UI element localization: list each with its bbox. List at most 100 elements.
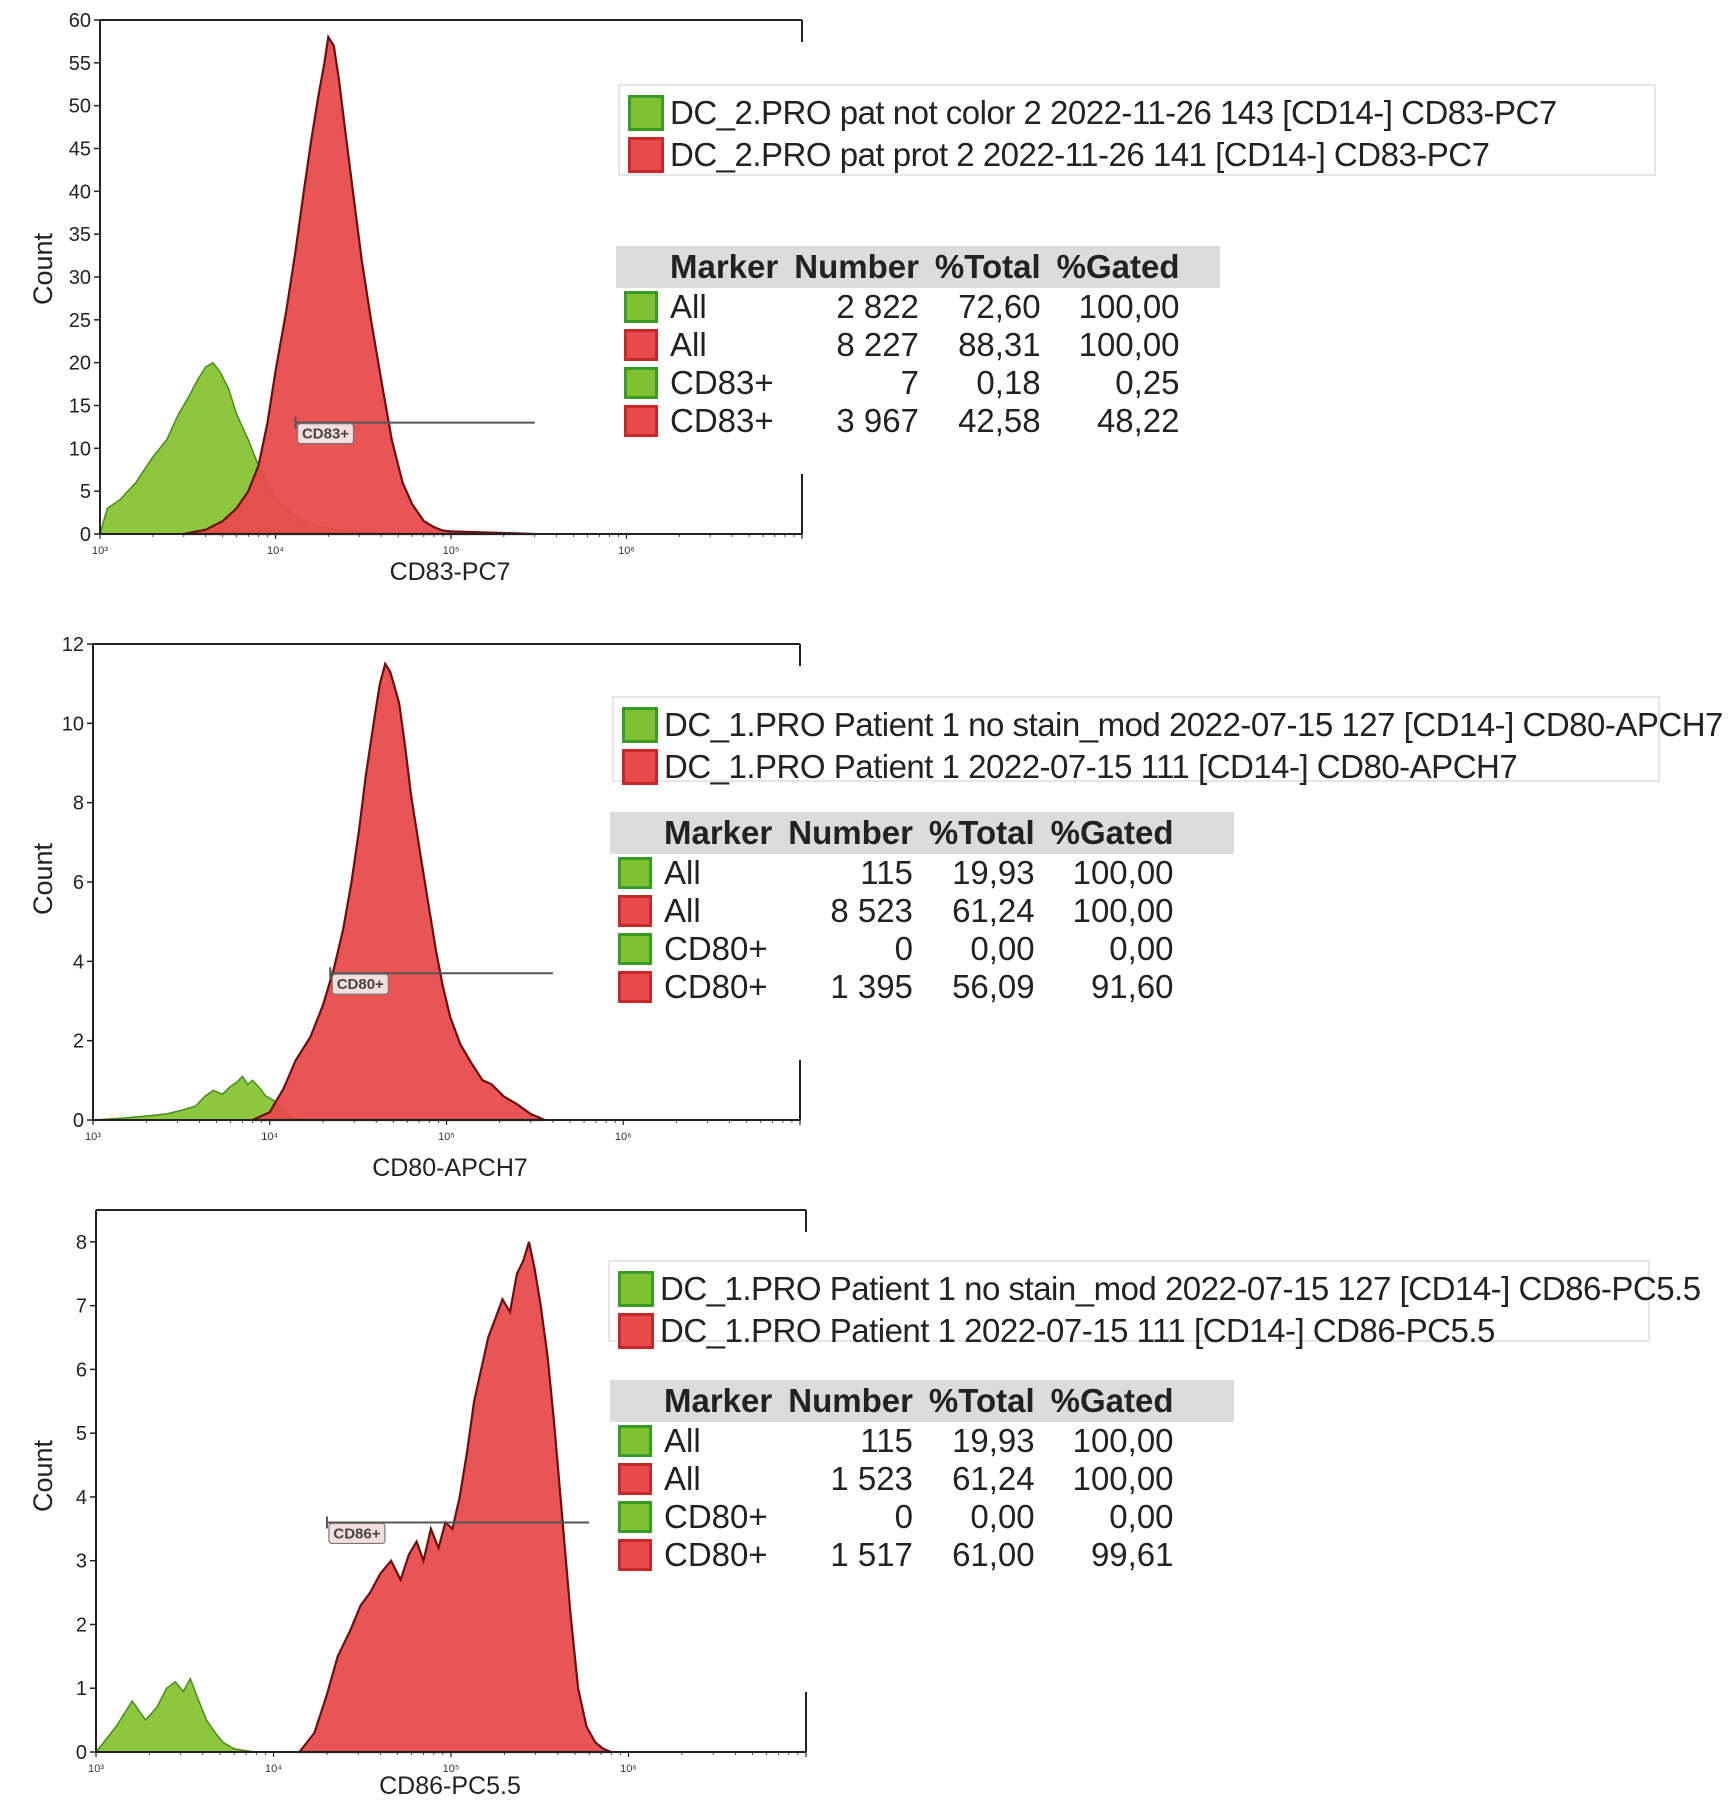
total-cell: 61,24 (952, 892, 1035, 929)
table-row: All 115 19,93 100,00 (610, 1422, 1234, 1460)
number-cell: 1 395 (830, 968, 913, 1005)
y-tick-label: 60 (69, 10, 91, 32)
y-tick-label: 55 (69, 53, 91, 75)
x-tick-label: 10³ (85, 1131, 101, 1143)
green-swatch-icon (624, 367, 658, 399)
marker-cell: All (670, 288, 707, 325)
y-tick-label: 1 (76, 1678, 87, 1700)
gated-cell: 91,60 (1090, 968, 1174, 1005)
gate-label-box (296, 423, 355, 445)
x-tick-label: 10⁶ (615, 1131, 632, 1143)
y-tick-label: 8 (73, 793, 84, 815)
legend-entry: DC_1.PRO Patient 1 no stain_mod 2022-07-… (618, 1268, 1701, 1310)
table-row: CD83+ 3 967 42,58 48,22 (616, 402, 1220, 440)
red-series-area (183, 34, 535, 536)
table-row: All 2 822 72,60 100,00 (616, 288, 1220, 326)
table-row: All 8 227 88,31 100,00 (616, 326, 1220, 364)
marker-cell: CD80+ (664, 1498, 768, 1535)
total-cell: 19,93 (952, 1422, 1035, 1459)
total-cell: 56,09 (952, 968, 1035, 1005)
total-cell: 72,60 (958, 288, 1041, 325)
number-cell: 115 (860, 854, 913, 891)
table-row: CD80+ 1 517 61,00 99,61 (610, 1536, 1234, 1574)
red-swatch-icon (618, 895, 652, 927)
header-gated: %Gated (1042, 812, 1234, 854)
statistics-table: Marker Number %Total %Gated All 2 822 72,6… (616, 246, 1220, 440)
red-swatch-icon (618, 1463, 652, 1495)
number-cell: 1 517 (830, 1536, 913, 1573)
total-cell: 0,18 (976, 364, 1041, 401)
y-tick-label: 6 (76, 1359, 87, 1381)
gate-label-box (328, 1522, 386, 1545)
y-tick-label: 8 (76, 1232, 87, 1254)
y-tick-label: 0 (73, 1110, 84, 1132)
header-marker: Marker (616, 246, 787, 288)
histogram-plot-cd83: 0 5 10 15 20 25 30 35 40 45 50 55 60 10³ 10⁴ 10⁵ 10⁶ CD83… (69, 10, 803, 557)
table-row: All 8 523 61,24 100,00 (610, 892, 1234, 930)
x-axis-label: CD86-PC5.5 (379, 1772, 521, 1800)
x-tick-label: 10⁴ (267, 545, 284, 557)
header-number: Number (780, 1380, 921, 1422)
y-tick-label: 7 (76, 1296, 87, 1318)
legend-entry: DC_2.PRO pat not color 2 2022-11-26 143 … (628, 92, 1646, 134)
table-row: CD80+ 1 395 56,09 91,60 (610, 968, 1234, 1006)
legend-text: DC_1.PRO Patient 1 no stain_mod 2022-07-… (660, 1270, 1701, 1307)
y-tick-label: 35 (69, 224, 91, 246)
total-cell: 0,00 (970, 930, 1035, 967)
statistics-table: Marker Number %Total %Gated All 115 19,93 1… (610, 1380, 1234, 1574)
green-series-area (94, 1676, 257, 1753)
y-tick-label: 10 (69, 438, 91, 460)
green-swatch-icon (618, 1501, 652, 1533)
histogram-plot-cd86: 0 1 2 3 4 5 6 7 8 10³ 10⁴ 10⁵ 10⁶ CD86+ (76, 1209, 807, 1775)
total-cell: 88,31 (958, 326, 1041, 363)
gated-cell: 100,00 (1072, 1460, 1174, 1497)
legend-text: DC_1.PRO Patient 1 2022-07-15 111 [CD14-… (664, 748, 1518, 785)
gated-cell: 100,00 (1072, 1422, 1174, 1459)
red-swatch-icon (618, 1539, 652, 1571)
gate-label-box (331, 973, 389, 995)
number-cell: 8 523 (830, 892, 913, 929)
marker-cell: All (664, 892, 701, 929)
table-row: CD83+ 7 0,18 0,25 (616, 364, 1220, 402)
x-tick-label: 10⁶ (620, 1763, 637, 1775)
x-tick-label: 10⁶ (618, 545, 635, 557)
total-cell: 61,24 (952, 1460, 1035, 1497)
histogram-panel-cd80: 0 2 4 6 8 10 12 10³ 10⁴ 10⁵ 10⁶ CD80+ Count CD80-AP… (0, 600, 1729, 1200)
marker-cell: CD80+ (664, 1536, 768, 1573)
y-tick-label: 15 (69, 396, 91, 418)
y-tick-label: 12 (62, 634, 84, 656)
y-tick-label: 20 (69, 353, 91, 375)
header-total: %Total (926, 246, 1049, 288)
table-row: CD80+ 0 0,00 0,00 (610, 930, 1234, 968)
y-axis-label: Count (28, 1439, 58, 1512)
red-swatch-icon (618, 971, 652, 1003)
histogram-panel-cd83: 0 5 10 15 20 25 30 35 40 45 50 55 60 10³ 10⁴ 10⁵ 10⁶ CD83… (0, 0, 1729, 600)
x-tick-label: 10³ (88, 1763, 104, 1775)
marker-cell: CD83+ (670, 364, 774, 401)
green-swatch-icon (618, 1425, 652, 1457)
y-tick-label: 40 (69, 181, 91, 203)
marker-cell: All (670, 326, 707, 363)
legend-box: DC_2.PRO pat not color 2 2022-11-26 143 … (618, 84, 1656, 176)
y-tick-label: 4 (76, 1487, 87, 1509)
marker-cell: All (664, 854, 701, 891)
header-marker: Marker (610, 1380, 781, 1422)
y-tick-label: 10 (62, 713, 84, 735)
gated-cell: 0,25 (1115, 364, 1180, 401)
header-number: Number (780, 812, 921, 854)
table-row: CD80+ 0 0,00 0,00 (610, 1498, 1234, 1536)
x-tick-label: 10⁵ (443, 545, 460, 557)
green-swatch-icon (618, 857, 652, 889)
legend-text: DC_2.PRO pat not color 2 2022-11-26 143 … (670, 94, 1557, 131)
green-swatch-icon (628, 95, 664, 131)
red-swatch-icon (624, 405, 658, 437)
x-tick-label: 10⁴ (261, 1131, 278, 1143)
green-swatch-icon (618, 1271, 654, 1307)
total-cell: 19,93 (952, 854, 1035, 891)
total-cell: 42,58 (958, 402, 1041, 439)
histogram-plot-cd80: 0 2 4 6 8 10 12 10³ 10⁴ 10⁵ 10⁶ CD80+ (62, 634, 801, 1143)
legend-entry: DC_1.PRO Patient 1 2022-07-15 111 [CD14-… (622, 746, 1650, 788)
gated-cell: 100,00 (1072, 854, 1174, 891)
x-axis-label: CD80-APCH7 (372, 1154, 528, 1182)
green-swatch-icon (624, 291, 658, 323)
